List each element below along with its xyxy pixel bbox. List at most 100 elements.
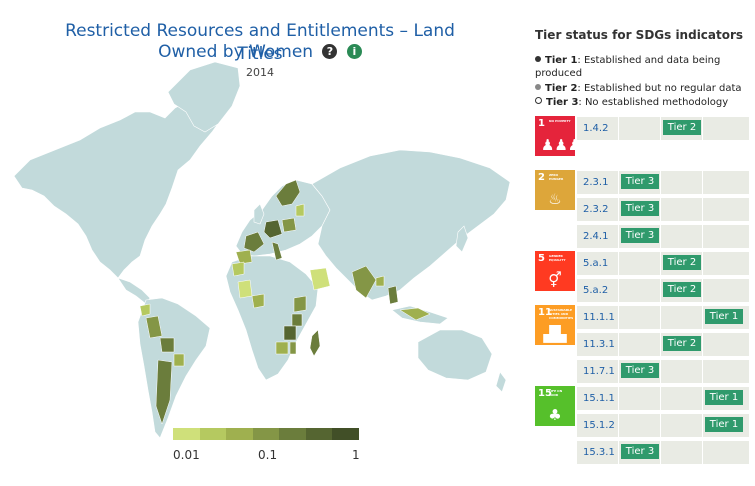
sdg-goal-name: GENDER EQUALITY [549,254,566,262]
asia [311,149,511,301]
indicator-row: 11.3.1 Tier 2 [577,333,750,356]
indicator-row: 5.a.2 Tier 2 [577,279,750,302]
choropleth-countries [139,179,431,425]
indicator-code-link[interactable]: 5.a.2 [583,285,609,296]
indicator-cell [619,117,661,140]
indicator-cell [577,387,619,410]
tier-definition-1: Tier 1: Established and data being produ… [535,54,750,80]
indicator-code-link[interactable]: 15.3.1 [583,447,615,458]
indicator-cell [703,279,750,302]
indicator-code-link[interactable]: 5.a.1 [583,258,609,269]
tier2-desc: : Established but no regular data [577,83,742,94]
indicator-cell [661,441,703,464]
indicator-cell [577,198,619,221]
legend-swatch-5 [305,428,333,440]
legend-swatch-0 [173,428,200,440]
sdg-goal-0-tile[interactable]: 1 NO POVERTY ♟♟♟♟ [535,116,595,156]
sdg-goal-name: LIFE ON LAND [549,389,563,397]
indicator-cell [619,279,661,302]
sdg-goal-4-tile[interactable]: 15 LIFE ON LAND ♣ [535,386,575,426]
country-zambia [275,341,289,355]
tree-icon: ♣ [548,406,562,424]
japan [455,225,469,253]
tier-status-panel: Tier status for SDGs indicators Tier 1: … [535,0,750,486]
tier2-name: Tier 2 [545,83,578,94]
tier-badge: Tier 3 [621,228,659,243]
tier3-desc: : No established methodology [578,97,729,108]
city-icon: ▟▙ [543,325,567,343]
tier-definition-3: Tier 3: No established methodology [535,96,750,109]
sdg-goal-1-tile[interactable]: 2 ZERO HUNGER ♨ [535,170,575,210]
tier-badge: Tier 1 [705,417,743,432]
indicator-cell [577,171,619,194]
central-america [117,277,151,305]
indicator-code-link[interactable]: 11.3.1 [583,339,615,350]
indicator-cell [619,333,661,356]
country-poland [281,217,297,233]
map-title-line2: Owned by Women ? i [40,41,480,64]
sdg-goal-number: 1 [538,118,545,129]
sdg-goal-number: 5 [538,253,545,264]
tier3-name: Tier 3 [546,97,579,108]
sdg-goal-3-tile[interactable]: 11 SUSTAINABLE CITIES AND COMMUNITIES ▟▙ [535,305,575,345]
indicator-cell [661,225,703,248]
indicator-code-link[interactable]: 11.1.1 [583,312,615,323]
map-year: 2014 [246,66,274,79]
country-bolivia [159,337,175,353]
indicator-cell [577,333,619,356]
indicator-code-link[interactable]: 2.4.1 [583,231,609,242]
indicator-row: 2.4.1 Tier 3 [577,225,750,248]
tier-definition-2: Tier 2: Established but no regular data [535,82,750,95]
tier1-dot-icon [535,56,541,62]
indicator-code-link[interactable]: 1.4.2 [583,123,609,134]
indicator-cell [577,306,619,329]
indicator-code-link[interactable]: 11.7.1 [583,366,615,377]
indicator-row: 15.1.2 Tier 1 [577,414,750,437]
indicator-cell [661,198,703,221]
country-baltics [295,203,305,217]
indicator-cell [577,360,619,383]
indicator-code-link[interactable]: 2.3.1 [583,177,609,188]
country-kenya [291,313,303,327]
country-ethiopia [293,295,307,313]
sdg-goal-number: 15 [538,388,552,399]
indicator-cell [703,198,750,221]
country-scandinavia [275,179,301,207]
indicator-cell [619,387,661,410]
legend-swatch-3 [252,428,280,440]
tier-badge: Tier 1 [705,390,743,405]
indicator-cell [703,225,750,248]
indicator-code-link[interactable]: 2.3.2 [583,204,609,215]
sdg-goal-2-tile[interactable]: 5 GENDER EQUALITY ⚥ [535,251,575,291]
north-america [13,94,223,279]
tier1-desc: : Established and data being produced [535,55,721,79]
indicator-cell [577,279,619,302]
indicator-row: 11.1.1 Tier 1 [577,306,750,329]
country-thailand [387,285,399,305]
indicator-code-link[interactable]: 15.1.1 [583,393,615,404]
tier-badge: Tier 2 [663,282,701,297]
indicator-code-link[interactable]: 15.1.2 [583,420,615,431]
country-tanzania [283,325,297,341]
indicator-cell [577,225,619,248]
sdg-goal-number: 11 [538,307,552,318]
country-bangladesh [375,275,385,287]
question-circle-icon[interactable]: ? [322,44,338,59]
gender-equality-icon: ⚥ [548,271,562,289]
legend-label-mid: 0.1 [258,448,278,462]
country-france [243,231,265,253]
indicator-cell [703,117,750,140]
legend-label-max: 1 [352,448,360,462]
sdg-goal-name: ZERO HUNGER [549,173,564,181]
australia [417,329,493,381]
country-malawi [289,341,297,355]
tier1-name: Tier 1 [545,55,578,66]
indicator-cell [661,387,703,410]
family-icon: ♟♟♟♟ [541,136,595,154]
country-morocco [231,261,245,277]
indicator-cell [661,360,703,383]
info-circle-icon[interactable]: i [346,44,362,59]
country-nigeria [251,293,265,309]
country-spain [235,249,253,265]
indicator-cell [661,306,703,329]
